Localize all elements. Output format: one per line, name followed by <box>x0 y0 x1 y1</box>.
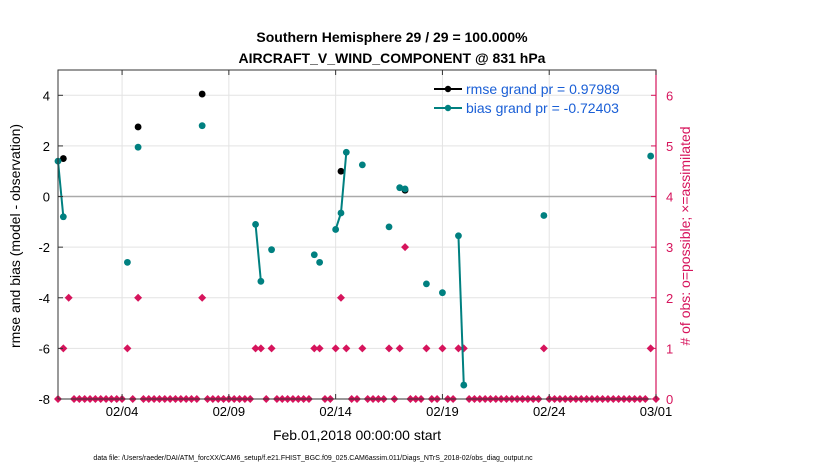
bias-marker <box>385 223 393 231</box>
chart-title-line-2: AIRCRAFT_V_WIND_COMPONENT @ 831 hPa <box>239 50 546 66</box>
bias-marker <box>124 258 131 266</box>
legend-rmse-label: rmse grand pr = 0.97989 <box>466 81 620 97</box>
obs-marker <box>422 344 431 353</box>
x-tick-label: 02/24 <box>533 404 566 419</box>
y-right-tick-label: 4 <box>666 190 673 205</box>
bias-line <box>457 235 465 386</box>
chart-title-line-1: Southern Hemisphere 29 / 29 = 100.000% <box>256 29 528 45</box>
legend-bias-label: bias grand pr = -0.72403 <box>466 100 619 116</box>
bias-marker <box>439 289 446 297</box>
obs-marker <box>401 243 410 252</box>
y-right-tick-label: 3 <box>666 240 673 255</box>
bias-marker <box>337 209 345 217</box>
bias-marker <box>647 152 655 160</box>
legend-rmse-marker <box>444 85 452 93</box>
x-tick-label: 02/04 <box>106 404 139 419</box>
x-tick-label: 03/01 <box>640 404 673 419</box>
bias-line <box>334 152 348 230</box>
rmse-marker <box>337 167 345 175</box>
obs-marker <box>64 293 73 302</box>
rmse-marker <box>134 123 142 131</box>
bias-marker <box>268 246 275 254</box>
bias-marker <box>59 213 67 221</box>
legend-bias-marker <box>444 104 452 112</box>
y-tick-label: -4 <box>38 291 50 306</box>
obs-marker <box>315 344 324 353</box>
obs-marker <box>454 344 463 353</box>
obs-marker <box>342 344 351 353</box>
obs-marker <box>267 344 276 353</box>
y-tick-label: 2 <box>43 139 50 154</box>
plot-frame <box>57 69 657 400</box>
bias-marker <box>540 212 548 219</box>
bias-marker <box>316 258 324 266</box>
obs-marker <box>539 344 548 353</box>
bias-marker <box>332 226 340 233</box>
y-right-tick-label: 0 <box>666 392 673 407</box>
y-tick-label: -8 <box>38 392 50 407</box>
footnote: data file: /Users/raeder/DAI/ATM_forcXX/… <box>93 455 533 462</box>
bias-marker <box>401 185 409 193</box>
y-right-tick-label: 6 <box>666 88 673 103</box>
grid <box>58 70 657 400</box>
bias-marker <box>396 184 404 192</box>
obs-marker <box>331 344 340 353</box>
obs-marker <box>59 344 68 353</box>
bias-marker <box>455 232 462 240</box>
obs-marker <box>459 344 468 353</box>
x-tick-label: 02/14 <box>319 404 352 419</box>
y-tick-label: -6 <box>38 341 50 356</box>
bias-marker <box>198 122 206 130</box>
obs-marker <box>123 344 132 353</box>
bias-line <box>254 224 262 282</box>
y-right-tick-label: 2 <box>666 291 673 306</box>
bias-marker <box>252 220 259 228</box>
obs-marker <box>251 344 260 353</box>
x-tick-label: 02/09 <box>213 404 246 419</box>
ticks-layer: 02/04 02/09 02/14 02/19 02/24 03/01 -8 -6 -4 -2 0 2… <box>38 70 673 419</box>
x-tick-label: 02/19 <box>426 404 459 419</box>
obs-marker <box>385 344 394 353</box>
y-tick-label: 4 <box>43 88 50 103</box>
y-tick-label: -2 <box>38 240 50 255</box>
bias-marker <box>342 148 350 156</box>
obs-marker <box>256 344 265 353</box>
rmse-marker <box>59 155 67 162</box>
bias-marker <box>358 161 366 169</box>
bias-marker <box>423 280 430 288</box>
obs-marker <box>310 344 319 353</box>
bias-marker <box>460 381 468 389</box>
x-axis-label: Feb.01,2018 00:00:00 start <box>273 427 441 443</box>
obs-marker <box>336 293 345 302</box>
y-right-tick-label: 5 <box>666 139 673 154</box>
obs-marker <box>438 344 447 353</box>
obs-marker <box>198 293 207 302</box>
obs-marker <box>134 293 143 302</box>
bias-line <box>57 161 65 217</box>
bias-marker <box>257 277 265 285</box>
bias-marker <box>310 251 318 259</box>
y-axis-label: rmse and bias (model - observation) <box>7 124 23 348</box>
legend: rmse grand pr = 0.97989 bias grand pr = … <box>434 81 620 116</box>
rmse-marker <box>198 90 206 98</box>
bias-marker <box>134 143 142 151</box>
y-right-tick-label: 1 <box>666 341 673 356</box>
obs-marker <box>646 344 655 353</box>
y-axis-label-right: # of obs: o=possible; ×=assimilated <box>677 126 693 345</box>
obs-marker <box>358 344 367 353</box>
obs-marker <box>395 344 404 353</box>
y-tick-label: 0 <box>43 190 50 205</box>
